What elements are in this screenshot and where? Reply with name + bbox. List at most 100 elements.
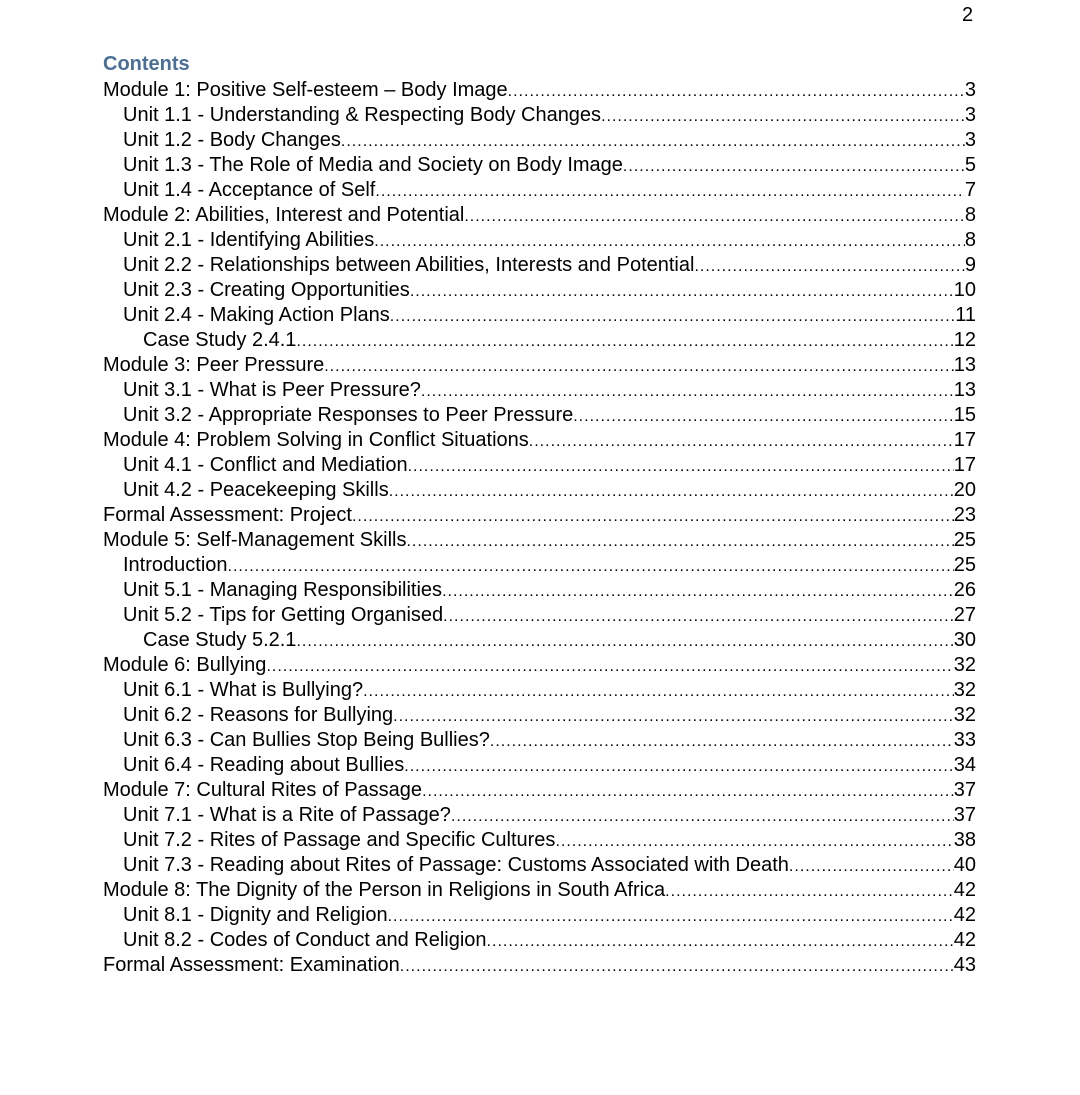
toc-entry-unit[interactable]: Unit 7.3 - Reading about Rites of Passag… [103,853,976,878]
toc-entry-page: 33 [953,729,976,751]
toc-entry-unit[interactable]: Unit 1.4 - Acceptance of Self 7 [103,178,976,203]
dot-leader [442,579,954,603]
dot-leader [601,104,965,128]
toc-entry-page: 8 [964,204,976,226]
dot-leader [375,179,965,203]
toc-entry-unit[interactable]: Unit 4.2 - Peacekeeping Skills 20 [103,478,976,503]
toc-entry-title: Unit 7.2 - Rites of Passage and Specific… [123,829,556,851]
toc-entry-module[interactable]: Formal Assessment: Project 23 [103,503,976,528]
toc-entry-page: 32 [953,654,976,676]
dot-leader [665,879,954,903]
toc-entry-title: Unit 2.3 - Creating Opportunities [123,279,410,301]
toc-entry-unit[interactable]: Unit 5.2 - Tips for Getting Organised 27 [103,603,976,628]
toc-entry-title: Unit 8.1 - Dignity and Religion [123,904,388,926]
dot-leader [400,954,954,978]
toc-entry-unit[interactable]: Unit 6.1 - What is Bullying? 32 [103,678,976,703]
dot-leader [555,829,953,853]
toc-entry-title: Unit 4.1 - Conflict and Mediation [123,454,408,476]
toc-entry-title: Unit 8.2 - Codes of Conduct and Religion [123,929,487,951]
toc-entry-unit[interactable]: Unit 4.1 - Conflict and Mediation 17 [103,453,976,478]
toc-entry-title: Module 4: Problem Solving in Conflict Si… [103,429,529,451]
toc-entry-unit[interactable]: Unit 8.1 - Dignity and Religion 42 [103,903,976,928]
toc-entry-title: Unit 3.1 - What is Peer Pressure? [123,379,421,401]
toc-entry-title: Case Study 2.4.1 [143,329,297,351]
dot-leader [388,904,954,928]
toc-entry-title: Module 6: Bullying [103,654,267,676]
toc-entry-module[interactable]: Module 7: Cultural Rites of Passage 37 [103,778,976,803]
toc-entry-unit[interactable]: Unit 2.2 - Relationships between Abiliti… [103,253,976,278]
dot-leader [623,154,965,178]
toc-entry-module[interactable]: Module 5: Self-Management Skills 25 [103,528,976,553]
toc-entry-page: 26 [953,579,976,601]
toc-entry-unit[interactable]: Unit 5.1 - Managing Responsibilities 26 [103,578,976,603]
toc-entry-unit[interactable]: Unit 6.4 - Reading about Bullies 34 [103,753,976,778]
toc-entry-page: 11 [955,304,976,326]
dot-leader [487,929,954,953]
toc-entry-unit[interactable]: Unit 7.2 - Rites of Passage and Specific… [103,828,976,853]
toc-entry-module[interactable]: Module 3: Peer Pressure 13 [103,353,976,378]
toc-entry-page: 13 [953,379,976,401]
toc-entry-subunit[interactable]: Case Study 2.4.1 12 [103,328,976,353]
toc-entry-unit[interactable]: Unit 3.2 - Appropriate Responses to Peer… [103,403,976,428]
toc-entry-page: 37 [953,779,976,801]
toc-entry-title: Unit 3.2 - Appropriate Responses to Peer… [123,404,574,426]
toc-entry-page: 25 [953,554,976,576]
toc-entry-unit[interactable]: Unit 2.1 - Identifying Abilities 8 [103,228,976,253]
toc-entry-page: 7 [964,179,976,201]
toc-entry-unit[interactable]: Unit 2.4 - Making Action Plans 11 [103,303,976,328]
toc-entry-page: 17 [953,429,976,451]
toc-entry-unit[interactable]: Unit 8.2 - Codes of Conduct and Religion… [103,928,976,953]
toc-entry-page: 42 [953,879,976,901]
toc-entry-page: 3 [964,129,976,151]
dot-leader [266,654,953,678]
toc-entry-module[interactable]: Module 2: Abilities, Interest and Potent… [103,203,976,228]
toc-entry-title: Unit 5.1 - Managing Responsibilities [123,579,443,601]
toc-entry-module[interactable]: Module 4: Problem Solving in Conflict Si… [103,428,976,453]
toc-entry-page: 42 [953,904,976,926]
toc-entry-page: 8 [964,229,976,251]
dot-leader [508,79,965,103]
toc-entry-page: 13 [953,354,976,376]
toc-entry-title: Unit 6.2 - Reasons for Bullying [123,704,394,726]
dot-leader [296,629,953,653]
toc-entry-page: 5 [964,154,976,176]
toc-entry-unit[interactable]: Unit 1.3 - The Role of Media and Society… [103,153,976,178]
toc-entry-unit[interactable]: Unit 6.3 - Can Bullies Stop Being Bullie… [103,728,976,753]
toc-entry-module[interactable]: Module 6: Bullying 32 [103,653,976,678]
dot-leader [421,379,954,403]
dot-leader [529,429,954,453]
toc-entry-subunit[interactable]: Case Study 5.2.1 30 [103,628,976,653]
toc-entry-title: Unit 2.4 - Making Action Plans [123,304,390,326]
toc-entry-unit[interactable]: Unit 6.2 - Reasons for Bullying 32 [103,703,976,728]
page-number: 2 [962,4,974,26]
toc-entry-unit[interactable]: Unit 7.1 - What is a Rite of Passage? 37 [103,803,976,828]
dot-leader [490,729,954,753]
toc-entry-page: 32 [953,679,976,701]
toc-entry-unit[interactable]: Unit 1.1 - Understanding & Respecting Bo… [103,103,976,128]
toc-entry-page: 25 [953,529,976,551]
toc-entry-title: Unit 4.2 - Peacekeeping Skills [123,479,389,501]
toc-entry-title: Module 5: Self-Management Skills [103,529,407,551]
dot-leader [410,279,954,303]
toc-entry-unit[interactable]: Unit 3.1 - What is Peer Pressure? 13 [103,378,976,403]
toc-entry-module[interactable]: Module 8: The Dignity of the Person in R… [103,878,976,903]
toc-entry-title: Module 1: Positive Self-esteem – Body Im… [103,79,508,101]
toc-entry-title: Unit 7.1 - What is a Rite of Passage? [123,804,451,826]
dot-leader [296,329,953,353]
dot-leader [341,129,965,153]
toc-entry-unit[interactable]: Unit 2.3 - Creating Opportunities 10 [103,278,976,303]
toc-entry-page: 3 [964,79,976,101]
toc-entry-page: 23 [953,504,976,526]
toc-entry-unit[interactable]: Unit 1.2 - Body Changes 3 [103,128,976,153]
table-of-contents: Module 1: Positive Self-esteem – Body Im… [103,78,976,978]
toc-entry-page: 30 [953,629,976,651]
dot-leader [374,229,965,253]
toc-entry-module[interactable]: Formal Assessment: Examination 43 [103,953,976,978]
toc-entry-title: Case Study 5.2.1 [143,629,297,651]
toc-entry-page: 20 [953,479,976,501]
toc-entry-unit[interactable]: Introduction 25 [103,553,976,578]
toc-entry-title: Unit 6.3 - Can Bullies Stop Being Bullie… [123,729,490,751]
toc-entry-title: Unit 6.1 - What is Bullying? [123,679,364,701]
toc-entry-module[interactable]: Module 1: Positive Self-esteem – Body Im… [103,78,976,103]
toc-entry-title: Formal Assessment: Examination [103,954,400,976]
